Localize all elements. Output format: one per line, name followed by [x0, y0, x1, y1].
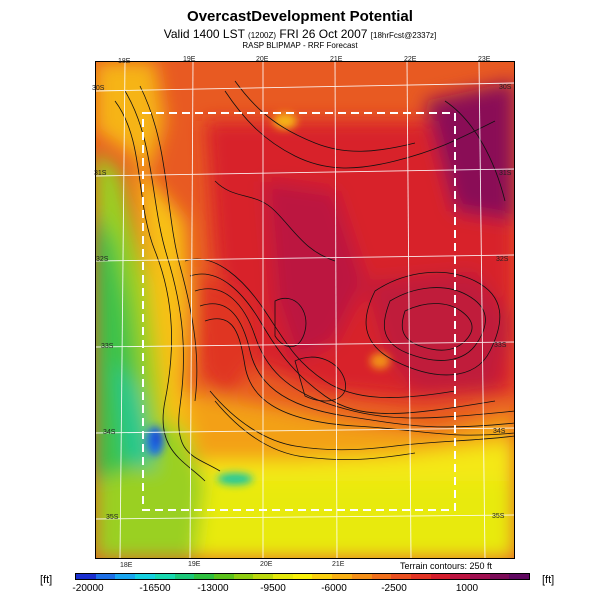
colorbar-segment [115, 574, 136, 579]
inner-domain-box [142, 112, 456, 511]
colorbar-segment [292, 574, 313, 579]
grid-lines [95, 61, 515, 559]
colorbar-segment [213, 574, 234, 579]
lat-label-right: 30S [499, 84, 512, 91]
colorbar-segment [430, 574, 451, 579]
lon-label-bottom: 21E [332, 561, 345, 568]
lat-label-left: 31S [94, 170, 107, 177]
colorbar-tick-label: -16500 [139, 583, 171, 594]
colorbar-segment [76, 574, 96, 579]
lon-label-bottom: 20E [260, 561, 273, 568]
colorbar-tick-label: -6000 [321, 583, 347, 594]
colorbar-segment [95, 574, 116, 579]
colorbar-segment [135, 574, 155, 579]
lon-label-top: 18E [118, 58, 131, 65]
colorbar-segment [253, 574, 274, 579]
terrain-contours [114, 80, 515, 482]
colorbar-segment [470, 574, 490, 579]
lon-label-top: 20E [256, 56, 269, 63]
colorbar-tick-label: -20000 [72, 583, 104, 594]
map-title: OvercastDevelopment Potential [187, 8, 413, 25]
colorbar-tick-label: -9500 [260, 583, 286, 594]
field-layer [95, 61, 515, 559]
lon-label-top: 22E [404, 56, 417, 63]
valid-date: FRI 26 Oct 2007 [279, 27, 368, 41]
colorbar-segment [194, 574, 214, 579]
valid-suffix: [18hrFcst@2337z] [370, 31, 437, 40]
lon-label-top: 23E [478, 56, 491, 63]
lon-label-bottom: 18E [120, 562, 133, 569]
colorbar-segment [351, 574, 372, 579]
terrain-contour-note: Terrain contours: 250 ft [400, 561, 493, 571]
colorbar-segment [233, 574, 254, 579]
lat-label-left: 30S [92, 85, 105, 92]
colorbar-unit-right: [ft] [542, 574, 555, 586]
colorbar-segment [489, 574, 510, 579]
lat-label-right: 33S [494, 342, 507, 349]
colorbar-segment [154, 574, 175, 579]
lat-label-right: 35S [492, 513, 505, 520]
lat-label-right: 34S [493, 428, 506, 435]
lat-label-right: 32S [496, 256, 509, 263]
lat-label-left: 35S [106, 514, 119, 521]
valid-prefix: Valid 1400 LST [163, 27, 245, 41]
valid-code: (1200Z) [248, 31, 277, 40]
colorbar-segment [174, 574, 195, 579]
forecast-map [95, 61, 515, 559]
colorbar-segment [391, 574, 411, 579]
valid-time: Valid 1400 LST (1200Z) FRI 26 Oct 2007 [… [0, 27, 600, 41]
colorbar-segment [410, 574, 431, 579]
lat-label-left: 33S [101, 343, 114, 350]
colorbar-segment [509, 574, 530, 579]
colorbar-tick-label: 1000 [455, 583, 479, 594]
lon-label-top: 19E [183, 56, 196, 63]
colorbar-segment [312, 574, 333, 579]
colorbar-segment [273, 574, 293, 579]
lat-label-left: 34S [103, 429, 116, 436]
colorbar-tick-label: -13000 [197, 583, 229, 594]
lat-label-left: 32S [96, 256, 109, 263]
lat-label-right: 31S [499, 170, 512, 177]
colorbar-unit-left: [ft] [40, 574, 53, 586]
map-subtitle: RASP BLIPMAP - RRF Forecast [242, 41, 358, 50]
colorbar-segment [332, 574, 352, 579]
colorbar-tick-label: -2500 [381, 583, 407, 594]
lon-label-top: 21E [330, 56, 343, 63]
lon-label-bottom: 19E [188, 561, 201, 568]
colorbar [75, 573, 530, 580]
colorbar-segment [371, 574, 392, 579]
colorbar-segment [450, 574, 471, 579]
